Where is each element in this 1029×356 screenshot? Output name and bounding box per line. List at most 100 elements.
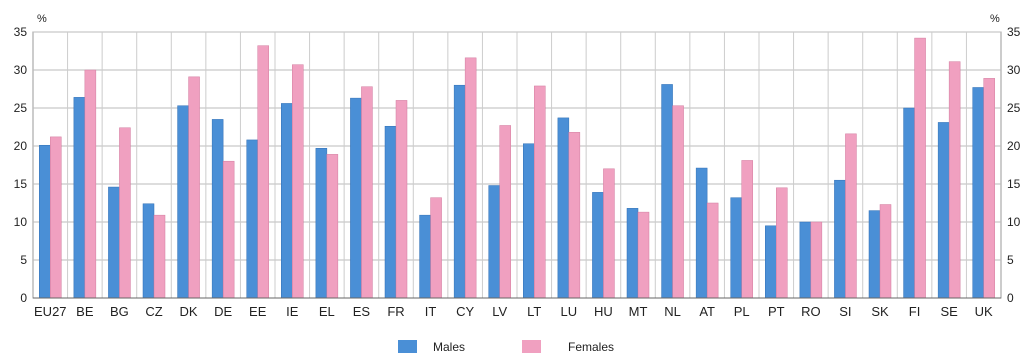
bar-males-lv bbox=[488, 185, 500, 299]
y-tick-label-left: 5 bbox=[20, 253, 27, 267]
bar-males-uk bbox=[972, 87, 984, 299]
bar-males-hu bbox=[592, 192, 604, 299]
x-tick-label: AT bbox=[699, 304, 715, 319]
bar-females-mt bbox=[637, 211, 650, 299]
x-tick-label: EL bbox=[319, 304, 335, 319]
bar-males-eu27 bbox=[39, 144, 51, 299]
bar-females-nl bbox=[672, 105, 684, 299]
y-axis-left: 0 5 10 15 20 25 30 35 bbox=[14, 25, 28, 305]
bar-females-fr bbox=[395, 100, 408, 299]
bar-females-es bbox=[361, 86, 373, 299]
bar-males-pt bbox=[765, 225, 777, 299]
legend-swatch-males bbox=[398, 340, 417, 353]
bar-females-bg bbox=[119, 127, 131, 299]
x-tick-label: UK bbox=[975, 304, 993, 319]
bar-males-cz bbox=[142, 203, 155, 299]
x-tick-label: DK bbox=[180, 304, 198, 319]
bar-females-uk bbox=[983, 78, 995, 299]
x-tick-label: PL bbox=[734, 304, 750, 319]
x-tick-label: IT bbox=[425, 304, 437, 319]
bar-females-ee bbox=[257, 45, 269, 299]
y-tick-label-right: 25 bbox=[1007, 101, 1021, 115]
bar-females-de bbox=[222, 160, 235, 299]
legend-label-females: Females bbox=[568, 340, 614, 354]
x-tick-label: FR bbox=[387, 304, 404, 319]
bar-males-fi bbox=[903, 107, 915, 299]
y-axis-right: 0 5 10 15 20 25 30 35 bbox=[1007, 25, 1021, 305]
x-tick-label: LV bbox=[492, 304, 507, 319]
x-tick-label: HU bbox=[594, 304, 613, 319]
y-tick-label-right: 0 bbox=[1007, 291, 1014, 305]
bar-males-el bbox=[315, 148, 328, 299]
x-tick-label: MT bbox=[629, 304, 648, 319]
bar-females-el bbox=[326, 154, 339, 299]
y-unit-right: % bbox=[990, 13, 1000, 25]
bar-females-ro bbox=[810, 221, 823, 299]
legend-label-males: Males bbox=[433, 340, 465, 354]
bar-males-ee bbox=[246, 139, 258, 299]
bar-females-it bbox=[430, 197, 442, 299]
bar-females-fi bbox=[914, 37, 926, 299]
x-tick-label: LT bbox=[527, 304, 541, 319]
bar-females-cz bbox=[153, 214, 166, 299]
bar-males-si bbox=[834, 179, 846, 299]
y-tick-label-right: 5 bbox=[1007, 253, 1014, 267]
bar-females-si bbox=[845, 133, 857, 299]
x-tick-label: CZ bbox=[145, 304, 162, 319]
legend: Males Females bbox=[398, 340, 614, 354]
bars bbox=[39, 37, 995, 299]
bar-females-lt bbox=[534, 85, 546, 299]
x-tick-label: SK bbox=[871, 304, 889, 319]
bar-males-dk bbox=[177, 105, 189, 299]
x-axis: EU27 BE BG CZ DK DE EE IE EL ES FR IT CY LV LT LU HU MT NL… bbox=[33, 297, 1001, 319]
bar-females-be bbox=[84, 69, 97, 299]
bar-males-mt bbox=[626, 208, 639, 299]
x-tick-label: BE bbox=[76, 304, 94, 319]
y-tick-label-left: 10 bbox=[14, 215, 28, 229]
x-tick-label: IE bbox=[286, 304, 299, 319]
y-tick-label-left: 25 bbox=[14, 101, 28, 115]
y-unit-left: % bbox=[37, 13, 47, 25]
y-tick-label-right: 20 bbox=[1007, 139, 1021, 153]
legend-swatch-females bbox=[522, 340, 541, 353]
bar-males-es bbox=[350, 97, 362, 299]
x-tick-label: SE bbox=[940, 304, 958, 319]
bar-males-fr bbox=[384, 125, 397, 299]
y-tick-label-left: 30 bbox=[14, 63, 28, 77]
y-tick-label-right: 15 bbox=[1007, 177, 1021, 191]
bar-females-lv bbox=[499, 125, 511, 299]
bar-females-lu bbox=[568, 132, 581, 299]
bar-females-pl bbox=[741, 160, 753, 299]
bar-males-be bbox=[73, 97, 86, 299]
y-tick-label-left: 15 bbox=[14, 177, 28, 191]
x-tick-label: CY bbox=[456, 304, 474, 319]
bar-males-de bbox=[211, 119, 224, 299]
bar-females-hu bbox=[603, 168, 615, 299]
bar-females-se bbox=[948, 61, 961, 299]
bar-males-cy bbox=[453, 84, 466, 299]
x-tick-label: FI bbox=[909, 304, 921, 319]
x-tick-label: LU bbox=[561, 304, 578, 319]
bar-females-eu27 bbox=[50, 136, 62, 299]
bar-females-cy bbox=[464, 57, 477, 299]
y-tick-label-right: 10 bbox=[1007, 215, 1021, 229]
bar-males-at bbox=[695, 167, 708, 299]
bar-males-lt bbox=[523, 143, 535, 299]
x-tick-label: RO bbox=[801, 304, 821, 319]
x-tick-label: PT bbox=[768, 304, 785, 319]
bar-females-sk bbox=[879, 204, 892, 299]
y-tick-label-left: 35 bbox=[14, 25, 28, 39]
bar-males-it bbox=[419, 214, 431, 299]
x-tick-label: EE bbox=[249, 304, 267, 319]
y-tick-label-right: 35 bbox=[1007, 25, 1021, 39]
bar-males-se bbox=[937, 122, 950, 299]
y-tick-label-right: 30 bbox=[1007, 63, 1021, 77]
bar-females-pt bbox=[776, 187, 788, 299]
bar-males-sk bbox=[868, 210, 881, 299]
bar-females-ie bbox=[292, 64, 304, 299]
bar-females-at bbox=[706, 202, 719, 299]
x-tick-label: EU27 bbox=[34, 304, 67, 319]
bar-males-lu bbox=[557, 117, 570, 299]
bar-males-bg bbox=[108, 186, 120, 299]
